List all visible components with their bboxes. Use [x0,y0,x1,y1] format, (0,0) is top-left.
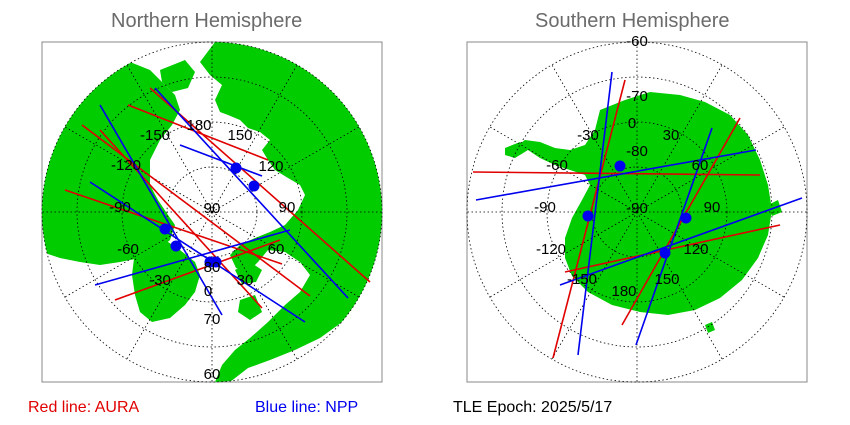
north-lon-label: 30 [237,272,254,289]
south-lon-label: 30 [663,127,680,144]
north-lon-label: -60 [117,241,139,258]
north-lon-label: 60 [268,241,285,258]
south-npp-track [475,149,757,201]
north-lon-label: 150 [227,127,252,144]
south-lat-label: -70 [626,88,648,105]
south-npp-track [635,127,713,346]
north-npp-track [99,104,223,316]
south-map: 0 30 60 90 120 150 180 -150 -120 -90 -60… [466,33,808,383]
south-aura-track [564,224,781,273]
npp-legend-label: Blue line: NPP [255,399,359,416]
south-lon-label: -150 [567,271,597,288]
north-lon-label: -90 [109,199,131,216]
north-aura-track [127,104,269,161]
south-aura-track [472,171,761,176]
north-npp-track [154,87,349,299]
north-lon-label: -30 [149,272,171,289]
south-lon-label: 90 [704,199,721,216]
north-lon-label: 120 [258,158,283,175]
north-position-marker [170,240,182,252]
north-npp-tracks [89,87,349,323]
south-position-marker [659,247,671,259]
north-aura-tracks [64,87,371,309]
north-position-markers [159,162,260,268]
north-lon-label: -150 [140,127,170,144]
north-lon-label: 90 [279,199,296,216]
south-lon-label: -120 [536,241,566,258]
south-position-marker [614,160,626,172]
south-lon-label: 0 [628,115,636,132]
north-aura-track [99,129,263,309]
south-position-marker [680,212,692,224]
north-lat-label: 70 [204,311,221,328]
south-npp-track [577,71,613,356]
north-npp-track [94,229,291,286]
south-lon-label: 60 [692,157,709,174]
north-lat-label: 80 [204,259,221,276]
south-lon-label: -30 [577,127,599,144]
north-position-marker [210,256,222,268]
aura-legend-label: Red line: AURA [28,399,140,416]
north-lon-label: 0 [204,283,212,300]
north-panel-title: Northern Hemisphere [111,10,303,32]
tle-epoch-label: TLE Epoch: 2025/5/17 [453,399,613,416]
north-lat-label: 90 [204,200,221,217]
south-lat-label: -80 [626,143,648,160]
north-aura-track [81,124,311,297]
south-lon-label: -60 [546,157,568,174]
south-position-markers [582,160,692,259]
north-map: 180 150 120 90 60 30 0 -30 -60 -90 -120 … [41,41,383,383]
south-outer-circle [466,41,808,383]
north-landmass [42,42,382,382]
north-lon-label: -120 [111,157,141,174]
south-lon-label: 150 [654,271,679,288]
south-lat-label: -90 [626,200,648,217]
north-aura-track [114,239,281,301]
north-position-marker [230,162,242,174]
south-aura-track [621,117,741,326]
south-lon-label: 180 [611,283,636,300]
north-lon-label: 180 [186,117,211,134]
north-position-marker [159,223,171,235]
south-panel-title: Southern Hemisphere [535,10,730,32]
south-position-marker [582,210,594,222]
south-lon-label: 120 [683,241,708,258]
north-lat-label: 60 [204,366,221,383]
north-position-marker [248,180,260,192]
south-npp-tracks [475,71,803,356]
south-lat-label: -60 [626,33,648,50]
south-npp-track [559,197,803,286]
north-npp-track [89,181,306,323]
north-outer-circle [41,41,383,383]
south-lon-label: -90 [534,199,556,216]
north-aura-track [149,87,371,283]
